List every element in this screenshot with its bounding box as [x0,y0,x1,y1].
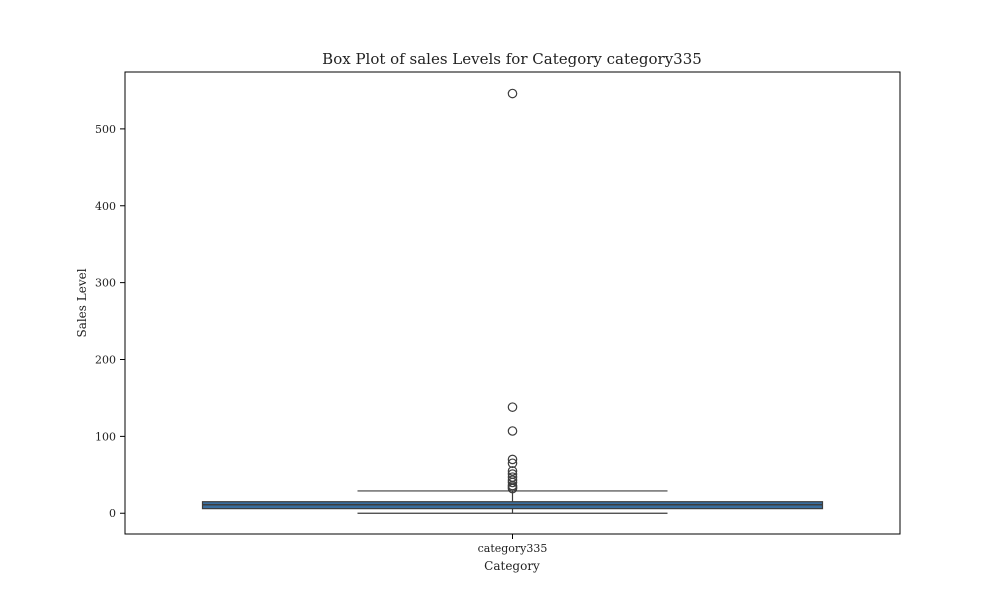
outlier-point [507,88,518,99]
outlier-point [507,475,518,485]
y-tick-label: 100 [95,430,116,443]
outlier-point [507,469,518,479]
x-axis: category335 [478,534,548,555]
outlier-point [507,402,518,412]
y-tick-label: 500 [95,123,116,136]
y-axis-label: Sales Level [75,268,89,337]
y-tick-label: 400 [95,200,116,213]
outlier-point [507,466,518,476]
y-tick-label: 300 [95,277,116,290]
y-tick-label: 0 [109,507,116,520]
chart-title: Box Plot of sales Levels for Category ca… [322,50,702,68]
outlier-point [507,472,518,482]
outlier-point [507,454,518,465]
outlier-point [507,426,518,436]
y-axis: 0 100 200 300 400 500 [95,123,125,520]
plot-marks [201,88,824,514]
outlier-point [507,458,518,469]
plot-area-frame [124,71,901,535]
x-tick-label: category335 [478,542,548,555]
y-tick-label: 200 [95,354,116,367]
x-axis-label: Category [484,559,540,573]
